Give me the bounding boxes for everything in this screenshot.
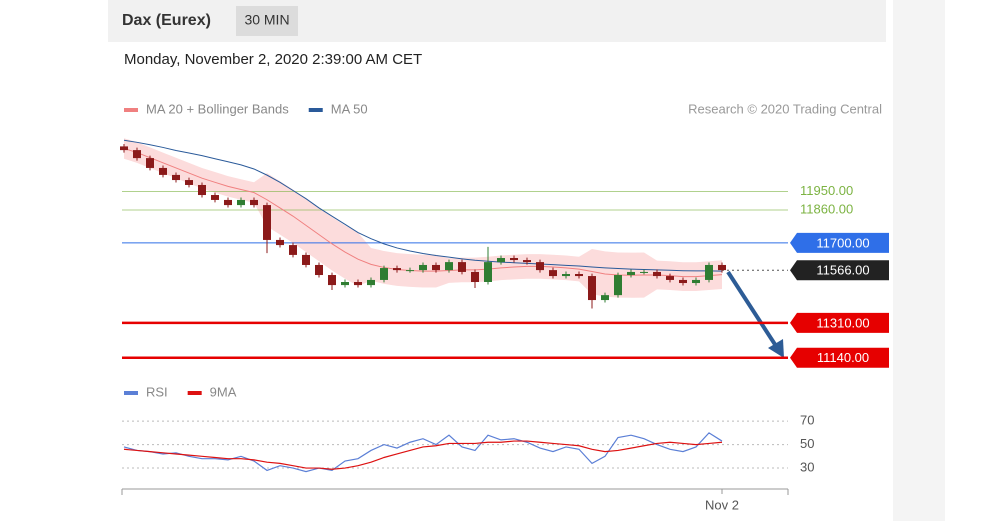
level-label-box	[790, 312, 889, 333]
candle-body	[133, 150, 141, 159]
candle-body	[445, 262, 453, 271]
candle-body	[679, 279, 687, 284]
x-tick-label: Nov 2	[705, 497, 739, 512]
level-label: 11140.00	[817, 350, 869, 365]
candle-body	[523, 260, 531, 263]
indicator-line	[123, 432, 723, 473]
legend-label: MA 50	[331, 101, 368, 116]
candle-body	[471, 271, 479, 282]
candle-body	[653, 271, 661, 277]
legend-key	[124, 108, 138, 112]
level-label-box	[790, 347, 889, 368]
source: Research © 2020 Trading Central	[688, 101, 882, 116]
candle-body	[705, 264, 713, 280]
candle-body	[497, 258, 505, 263]
candle-body	[588, 276, 596, 301]
y-tick-label: 70	[800, 413, 814, 428]
candle-body	[120, 146, 128, 151]
forecast-arrow	[726, 270, 778, 348]
candle-body	[224, 199, 232, 206]
legend-key	[187, 391, 202, 395]
candle-body	[692, 279, 700, 284]
candle-body	[237, 199, 245, 206]
candle-body	[172, 174, 180, 181]
candle-body	[718, 264, 726, 271]
candle-body	[211, 195, 219, 200]
candle-body	[601, 295, 609, 301]
bollinger-band	[124, 138, 722, 298]
candle-body	[315, 264, 323, 276]
legend-key	[124, 391, 138, 395]
candle-body	[640, 271, 648, 273]
candle-body	[666, 276, 674, 280]
candle-body	[536, 262, 544, 271]
candle-body	[575, 274, 583, 277]
date-subtitle: Monday, November 2, 2020 2:39:00 AM CET	[124, 51, 422, 68]
level-label-box	[790, 232, 889, 253]
header-bar	[108, 0, 886, 42]
candle-body	[146, 158, 154, 168]
candle-body	[354, 282, 362, 286]
timeframe[interactable]: 30 MIN	[244, 12, 289, 28]
timeframe-box[interactable]	[236, 6, 298, 36]
level-label: 11950.00	[800, 183, 853, 198]
candle-body	[302, 254, 310, 265]
level-label-box	[790, 260, 889, 281]
candle-body	[380, 268, 388, 280]
instrument-title: Dax (Eurex)	[122, 12, 211, 29]
candle-body	[159, 167, 167, 175]
candle-body	[263, 205, 271, 240]
candle-body	[562, 274, 570, 277]
candle-body	[419, 264, 427, 271]
candle-body	[276, 239, 284, 246]
candle-body	[393, 268, 401, 271]
moving-average	[123, 139, 723, 272]
level-label: 11860.00	[800, 201, 853, 216]
candle-body	[484, 262, 492, 282]
candle-body	[250, 199, 258, 206]
candle-body	[432, 264, 440, 271]
y-tick-label: 30	[800, 459, 814, 474]
level-label: 11700.00	[816, 235, 869, 250]
candle-body	[458, 262, 466, 272]
candle-body	[627, 271, 635, 276]
legend-label: RSI	[146, 384, 168, 399]
legend-label: 9MA	[210, 384, 237, 399]
side-strip	[893, 0, 945, 521]
level-label: 11310.00	[816, 315, 869, 330]
level-label: 11566.00	[816, 263, 869, 278]
candle-body	[341, 282, 349, 286]
legend-label: MA 20 + Bollinger Bands	[146, 101, 289, 116]
candle-body	[549, 270, 557, 277]
indicator-line	[123, 440, 723, 470]
candle-body	[198, 184, 206, 196]
candle-body	[328, 275, 336, 286]
candle-body	[289, 245, 297, 255]
candle-body	[185, 180, 193, 185]
forecast-arrowhead	[768, 339, 784, 358]
candle-body	[510, 258, 518, 261]
y-tick-label: 50	[800, 436, 814, 451]
legend-key	[308, 108, 323, 112]
candle-body	[367, 279, 375, 286]
candle-body	[406, 270, 414, 272]
candle-body	[614, 275, 622, 296]
